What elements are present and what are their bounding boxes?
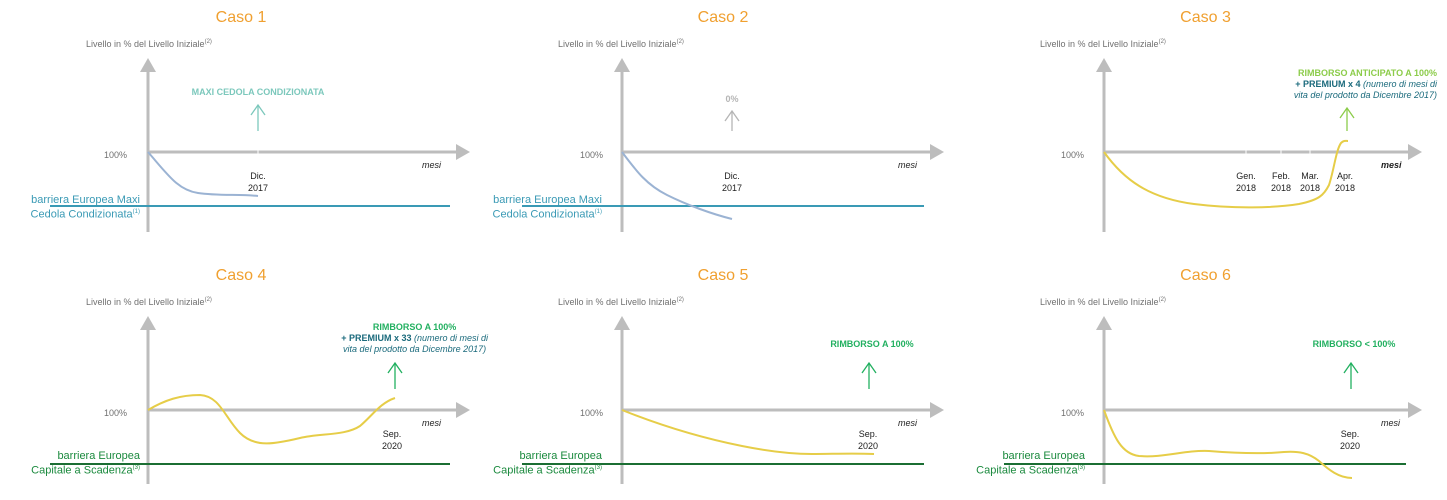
case-title: Caso 5 (697, 267, 749, 284)
case-5-panel: Caso 5 Livello in % del Livello Iniziale… (482, 258, 964, 500)
case-2-panel: Caso 2 Livello in % del Livello Iniziale… (482, 0, 964, 242)
price-curve (147, 151, 259, 197)
y-axis-label: Livello in % del Livello Iniziale(2) (1040, 39, 1166, 49)
tick-label: Dic. 2017 (721, 171, 743, 193)
case-3-chart (1096, 58, 1422, 232)
annotation-arrow-head (250, 103, 266, 116)
x-axis-label-mesi: mesi (422, 418, 442, 428)
y-axis-label: Livello in % del Livello Iniziale(2) (86, 39, 212, 49)
level-100-label: 100% (580, 150, 604, 160)
x-axis-label-mesi: mesi (422, 160, 442, 170)
tick-label: Apr. 2018 (1334, 171, 1356, 193)
x-axis-arrow (456, 402, 470, 418)
annotation-arrow-head (1343, 361, 1359, 374)
x-axis-arrow (930, 402, 944, 418)
price-curve (621, 409, 875, 456)
tick-label: Dic. 2017 (247, 171, 269, 193)
level-100-label: 100% (1061, 408, 1085, 418)
case-title: Caso 2 (697, 9, 749, 26)
case-title: Caso 3 (1180, 9, 1231, 26)
y-axis-arrow (140, 58, 156, 72)
barrier-label: barriera Europea Maxi Cedola Condizionata… (492, 194, 602, 221)
tick-label: Sep. 2020 (1339, 429, 1361, 451)
level-100-label: 100% (1061, 150, 1085, 160)
annotation-label: MAXI CEDOLA CONDIZIONATA (191, 87, 325, 97)
x-axis-arrow (456, 144, 470, 160)
case-4-chart (50, 316, 470, 484)
case-5-chart (522, 316, 944, 484)
case-6-chart (1004, 316, 1422, 484)
x-axis-arrow (1408, 144, 1422, 160)
annotation-label: 0% (725, 94, 739, 104)
y-axis-arrow (140, 316, 156, 330)
tick-label: Sep. 2020 (381, 429, 403, 451)
tick-label: Gen. 2018 (1235, 171, 1257, 193)
y-axis-arrow (614, 316, 630, 330)
y-axis-label: Livello in % del Livello Iniziale(2) (558, 39, 684, 49)
price-curve (147, 393, 396, 445)
x-axis-label-mesi: mesi (898, 160, 918, 170)
level-100-label: 100% (104, 150, 128, 160)
annotation-label: RIMBORSO A 100% (830, 339, 914, 349)
level-100-label: 100% (104, 408, 128, 418)
case-title: Caso 4 (215, 267, 267, 284)
case-3-panel: Caso 3 Livello in % del Livello Iniziale… (964, 0, 1447, 242)
price-curve (1103, 139, 1349, 209)
y-axis-arrow (1096, 58, 1112, 72)
price-curve (1103, 409, 1353, 479)
case-title: Caso 1 (215, 9, 267, 26)
annotation-label: RIMBORSO < 100% (1312, 339, 1396, 349)
case-6-panel: Caso 6 Livello in % del Livello Iniziale… (964, 258, 1447, 500)
x-axis-arrow (930, 144, 944, 160)
x-axis-label-mesi: mesi (1381, 160, 1402, 170)
level-100-label: 100% (580, 408, 604, 418)
y-axis-arrow (1096, 316, 1112, 330)
x-axis-label-mesi: mesi (898, 418, 918, 428)
annotation-arrow-head (861, 361, 877, 374)
x-axis-label-mesi: mesi (1381, 418, 1401, 428)
tick-label: Feb. 2018 (1270, 171, 1292, 193)
annotation-arrow-head (1339, 106, 1355, 119)
y-axis-arrow (614, 58, 630, 72)
barrier-label: barriera Europea Capitale a Scadenza(3) (493, 450, 602, 477)
annotation-label: RIMBORSO ANTICIPATO A 100% + PREMIUM x 4… (1293, 68, 1437, 100)
case-4-panel: Caso 4 Livello in % del Livello Iniziale… (0, 258, 488, 500)
case-1-panel: Caso 1 Livello in % del Livello Iniziale… (0, 0, 482, 242)
annotation-label: RIMBORSO A 100% + PREMIUM x 33 (numero d… (341, 322, 488, 354)
price-curve (621, 151, 733, 220)
y-axis-label: Livello in % del Livello Iniziale(2) (1040, 297, 1166, 307)
y-axis-label: Livello in % del Livello Iniziale(2) (558, 297, 684, 307)
case-2-chart (522, 58, 944, 232)
barrier-label: barriera Europea Capitale a Scadenza(3) (31, 450, 140, 477)
x-axis-arrow (1408, 402, 1422, 418)
case-title: Caso 6 (1180, 267, 1231, 284)
barrier-label: barriera Europea Maxi Cedola Condizionata… (30, 194, 140, 221)
y-axis-label: Livello in % del Livello Iniziale(2) (86, 297, 212, 307)
tick-label: Sep. 2020 (857, 429, 879, 451)
tick-label: Mar. 2018 (1299, 171, 1321, 193)
annotation-arrow-head (724, 109, 740, 122)
case-1-chart (50, 58, 470, 232)
annotation-arrow-head (387, 361, 403, 374)
barrier-label: barriera Europea Capitale a Scadenza(3) (976, 450, 1085, 477)
